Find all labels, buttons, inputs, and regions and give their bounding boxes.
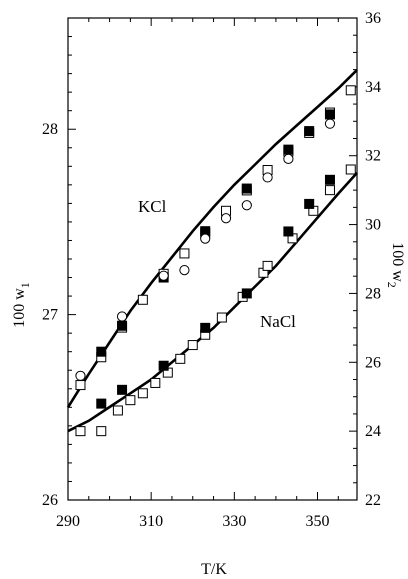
nacl-open-square-point [324, 185, 335, 196]
nacl-fit-curve [67, 172, 358, 433]
kcl-open-circle-point [220, 213, 232, 224]
x-tick-label: 350 [305, 513, 329, 530]
y-left-tick-label: 26 [42, 492, 58, 509]
y-right-tick-label: 26 [365, 354, 381, 371]
nacl-filled-square-point [158, 360, 169, 371]
kcl-open-circle-point [241, 200, 252, 211]
kcl-filled-square-point [304, 126, 315, 137]
nacl-filled-square-point [304, 198, 315, 209]
nacl-open-square-point [137, 388, 148, 399]
y-right-tick-label: 24 [365, 423, 381, 440]
kcl-open-square-point [179, 248, 190, 259]
nacl-filled-square-point [117, 384, 128, 395]
kcl-open-circle-point [283, 153, 294, 164]
kcl-filled-square-point [117, 320, 128, 331]
y-right-tick-label: 32 [365, 148, 381, 165]
kcl-open-square-point [137, 294, 148, 305]
nacl-filled-square-point [241, 288, 252, 299]
nacl-open-square-point [175, 353, 186, 364]
kcl-curve-label: KCl [138, 197, 167, 216]
nacl-filled-square-point [200, 322, 211, 333]
kcl-fit-curve [66, 68, 358, 408]
y-right-tick-label: 22 [365, 492, 381, 509]
kcl-open-circle-point [324, 118, 336, 129]
nacl-open-square-point [216, 312, 227, 323]
data-points [75, 85, 356, 437]
nacl-filled-square-point [283, 226, 294, 237]
kcl-open-circle-point [75, 370, 86, 381]
y-right-tick-label: 34 [365, 79, 381, 96]
x-axis-title: T/K [201, 561, 227, 578]
kcl-filled-square-point [324, 109, 335, 120]
kcl-open-square-point [75, 380, 86, 391]
y-right-tick-label: 30 [365, 217, 381, 234]
kcl-open-square-point [345, 85, 356, 96]
x-tick-label: 330 [222, 513, 246, 530]
nacl-open-square-point [262, 260, 273, 271]
nacl-open-square-point [125, 395, 136, 406]
kcl-open-circle-point [262, 172, 273, 183]
nacl-open-square-point [150, 377, 161, 388]
kcl-filled-square-point [96, 346, 107, 357]
kcl-filled-square-point [283, 144, 294, 155]
kcl-open-circle-point [179, 265, 190, 276]
y-left-tick-label: 27 [42, 307, 58, 324]
nacl-open-square-point [96, 426, 107, 437]
fit-curves [66, 68, 358, 433]
labels: KCl NaCl T/K 100 w1 100 w2 [11, 197, 406, 578]
nacl-open-square-point [345, 164, 356, 175]
kcl-open-circle-point [116, 311, 128, 322]
nacl-filled-square-point [96, 398, 107, 409]
nacl-open-square-point [187, 340, 198, 351]
nacl-open-square-point [75, 426, 86, 437]
kcl-open-circle-point [200, 233, 211, 244]
nacl-filled-square-point [324, 174, 335, 185]
kcl-open-circle-point [158, 270, 169, 281]
plot-frame [67, 17, 358, 501]
y-left-axis-title: 100 w1 [11, 282, 32, 328]
svg-text:100 w2: 100 w2 [385, 242, 406, 288]
axes: 290 310 330 350 26 27 28 22 24 26 28 30 32 34 36 [42, 10, 381, 530]
y-right-tick-label: 36 [365, 10, 381, 27]
y-right-tick-label: 28 [365, 285, 381, 302]
svg-text:100 w1: 100 w1 [11, 282, 32, 328]
nacl-curve-label: NaCl [260, 312, 296, 331]
y-left-tick-label: 28 [42, 121, 58, 138]
kcl-filled-square-point [241, 183, 252, 194]
nacl-open-square-point [112, 405, 123, 416]
x-tick-label: 290 [56, 513, 80, 530]
x-tick-label: 310 [139, 513, 163, 530]
y-right-axis-title: 100 w2 [385, 242, 406, 288]
